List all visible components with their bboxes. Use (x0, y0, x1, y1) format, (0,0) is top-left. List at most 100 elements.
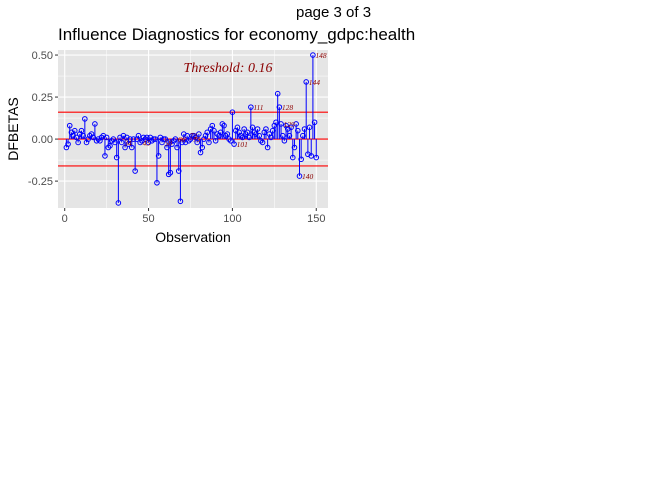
data-point (296, 173, 303, 179)
data-point (264, 144, 271, 151)
data-point (227, 137, 234, 144)
data-point (211, 127, 217, 134)
observation-label: 111 (253, 103, 263, 112)
data-point (263, 126, 269, 132)
data-point (172, 136, 179, 142)
data-point (65, 141, 71, 147)
data-point (75, 139, 81, 146)
data-point (237, 132, 244, 139)
data-point (135, 132, 142, 139)
data-point (268, 134, 274, 141)
data-point (186, 137, 192, 144)
data-point (155, 153, 162, 159)
data-point (311, 119, 318, 126)
data-point (177, 198, 184, 205)
data-point (192, 134, 199, 141)
data-point (197, 149, 204, 156)
data-point (71, 127, 78, 134)
data-point (150, 136, 157, 142)
data-point (118, 139, 125, 146)
data-point (306, 124, 313, 131)
data-point (308, 153, 315, 159)
data-point (291, 144, 298, 151)
data-point (128, 144, 135, 151)
x-tick-label: 50 (142, 213, 154, 225)
data-point (259, 139, 266, 146)
data-point (154, 179, 160, 186)
data-point (199, 144, 206, 151)
data-point (90, 134, 97, 141)
data-point (224, 131, 231, 137)
data-point (152, 136, 159, 142)
data-point (73, 134, 80, 141)
data-point (217, 129, 224, 136)
data-point (310, 52, 316, 58)
data-point (140, 134, 147, 141)
data-point (122, 144, 128, 151)
data-point (209, 122, 216, 129)
observation-label: 144 (309, 78, 321, 87)
data-point (102, 153, 108, 159)
data-point (164, 144, 170, 151)
observation-label: 129 (284, 120, 296, 129)
data-point (246, 134, 252, 141)
data-point (196, 131, 202, 137)
data-point (248, 104, 254, 110)
x-tick-label: 100 (223, 213, 241, 225)
data-point (165, 171, 172, 178)
observation-label: 128 (282, 103, 294, 112)
data-point (300, 132, 306, 139)
data-point (231, 141, 237, 147)
data-point (269, 127, 276, 134)
data-point (313, 154, 320, 161)
data-point (204, 129, 211, 136)
data-point (160, 136, 167, 142)
data-point (298, 156, 304, 163)
data-point (295, 127, 301, 134)
data-point (276, 104, 283, 110)
data-point (256, 132, 263, 139)
y-axis-title: DFBETAS (5, 97, 21, 161)
data-point (226, 136, 232, 142)
data-point (105, 144, 112, 151)
data-point (107, 143, 113, 149)
x-axis-ticks: 0 50 100 150 (62, 208, 325, 225)
data-point (174, 144, 180, 151)
data-point (125, 141, 132, 147)
data-point (113, 154, 120, 161)
data-point (103, 134, 110, 141)
data-point (115, 200, 122, 206)
data-point (301, 126, 308, 132)
data-point (93, 137, 100, 144)
data-point (281, 137, 288, 144)
data-point (206, 139, 212, 146)
observation-label: 66 (178, 135, 186, 144)
data-point (278, 121, 284, 127)
observation-label: 58 (164, 138, 172, 147)
data-point (279, 132, 286, 139)
data-point (254, 126, 261, 132)
page-indicator: page 3 of 3 (0, 0, 672, 24)
y-tick-label: -0.25 (28, 176, 53, 188)
data-point (274, 90, 281, 97)
data-point (170, 137, 177, 144)
data-point (212, 137, 219, 144)
data-point (175, 168, 182, 174)
data-point (243, 131, 249, 137)
data-point (132, 168, 138, 174)
observation-label: 34 (123, 138, 132, 147)
x-tick-label: 150 (307, 213, 325, 225)
data-point (239, 134, 246, 141)
data-point (130, 136, 137, 142)
x-axis-title: Observation (155, 229, 230, 245)
data-point (82, 116, 88, 122)
observation-label: 45 (143, 138, 151, 147)
data-point (162, 136, 169, 142)
observation-label: 140 (302, 172, 314, 181)
data-point (249, 124, 256, 131)
data-point (241, 126, 247, 132)
data-point (288, 124, 294, 131)
data-point (273, 119, 279, 126)
data-point (191, 132, 197, 139)
observation-label: 73 (190, 132, 198, 141)
